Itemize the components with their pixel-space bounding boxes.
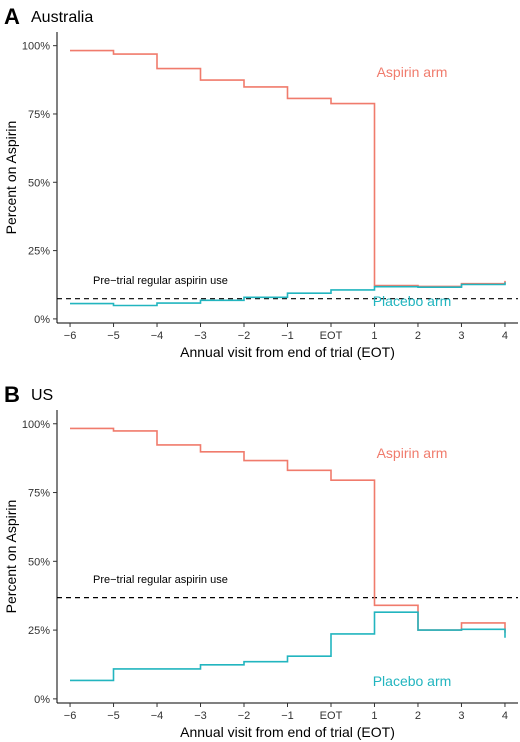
y-tick-label: 25%	[28, 246, 50, 258]
x-tick-label: −3	[194, 710, 207, 722]
chart-panel-b: B US 0% 25% 50% 75% 100% −6 −5 −4 −3 −2 −1 EOT 1 2 3 4 Ann…	[3, 382, 518, 740]
x-tick-label: EOT	[320, 330, 343, 342]
x-tick-label: 1	[371, 710, 377, 722]
y-tick-label: 75%	[28, 488, 50, 500]
x-tick-label: −1	[281, 710, 294, 722]
x-tick-label: 4	[502, 710, 508, 722]
x-tick-label: 2	[415, 710, 421, 722]
y-axis-title: Percent on Aspirin	[3, 121, 19, 235]
x-tick-label: −5	[107, 710, 120, 722]
y-tick-label: 0%	[34, 314, 50, 326]
series-label: Placebo arm	[373, 293, 452, 309]
chart-title: Australia	[31, 9, 93, 26]
x-tick-label: −2	[238, 330, 251, 342]
y-tick-label: 50%	[28, 177, 50, 189]
reference-line-label: Pre−trial regular aspirin use	[93, 574, 228, 586]
y-tick-label: 50%	[28, 556, 50, 568]
series-label: Aspirin arm	[377, 445, 448, 461]
series-label: Placebo arm	[373, 673, 452, 689]
x-tick-label: −5	[107, 330, 120, 342]
x-tick-label: −1	[281, 330, 294, 342]
x-tick-label: 3	[458, 330, 464, 342]
x-tick-label: −6	[64, 330, 77, 342]
chart-title: US	[31, 387, 53, 404]
chart-panel-a: A Australia 0% 25% 50% 75% 100% −6 −5 −4 −3 −2 −1 EOT…	[3, 4, 518, 360]
series-line-placebo-arm	[70, 282, 506, 307]
y-tick-label: 100%	[22, 419, 50, 431]
y-tick-label: 25%	[28, 625, 50, 637]
panel-letter: A	[4, 4, 20, 29]
x-tick-label: 2	[415, 330, 421, 342]
series-line-aspirin-arm	[70, 49, 506, 288]
x-tick-label: −3	[194, 330, 207, 342]
x-tick-label: −4	[151, 330, 164, 342]
x-tick-label: 4	[502, 330, 508, 342]
y-tick-label: 75%	[28, 109, 50, 121]
x-tick-label: 3	[458, 710, 464, 722]
series-label: Aspirin arm	[377, 64, 448, 80]
panel-letter: B	[4, 382, 20, 407]
reference-line-label: Pre−trial regular aspirin use	[93, 275, 228, 287]
y-tick-label: 0%	[34, 694, 50, 706]
x-tick-label: −2	[238, 710, 251, 722]
x-axis-title: Annual visit from end of trial (EOT)	[180, 724, 395, 740]
x-axis-title: Annual visit from end of trial (EOT)	[180, 344, 395, 360]
x-tick-label: −4	[151, 710, 164, 722]
x-tick-label: EOT	[320, 710, 343, 722]
x-tick-label: 1	[371, 330, 377, 342]
series-line-placebo-arm	[70, 611, 506, 682]
y-tick-label: 100%	[22, 41, 50, 53]
x-tick-label: −6	[64, 710, 77, 722]
y-axis-title: Percent on Aspirin	[3, 500, 19, 614]
